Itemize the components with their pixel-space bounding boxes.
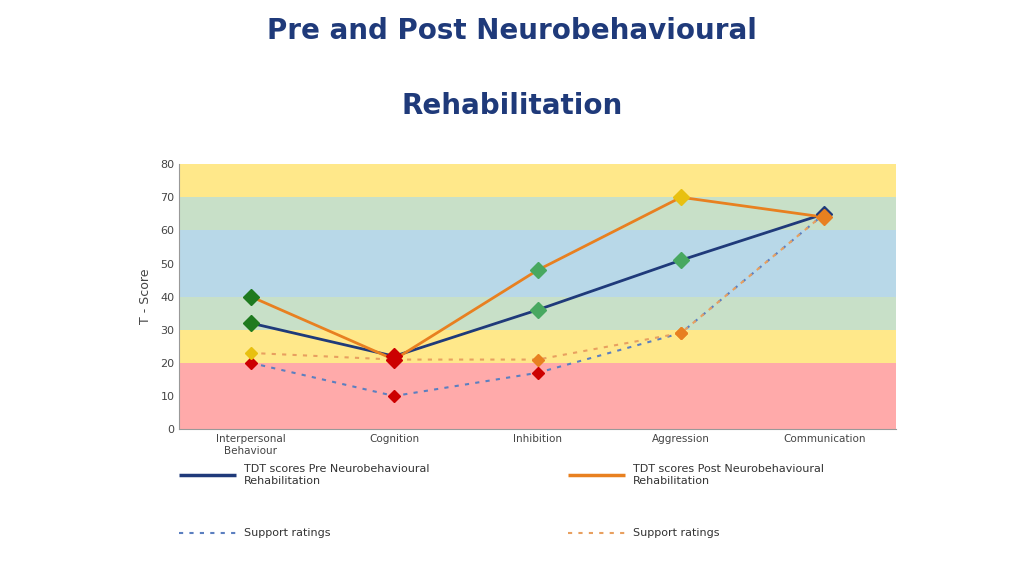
Bar	[179, 363, 896, 429]
Bar	[179, 164, 896, 197]
Text: SASNOS - Total Ratings and Primary Domains: SASNOS - Total Ratings and Primary Domai…	[379, 142, 696, 155]
Text: TDT scores Post Neurobehavioural
Rehabilitation: TDT scores Post Neurobehavioural Rehabil…	[633, 464, 824, 486]
Text: Support ratings: Support ratings	[244, 528, 330, 538]
Bar	[179, 230, 896, 297]
Y-axis label: T - Score: T - Score	[139, 269, 152, 324]
Text: TDT scores Pre Neurobehavioural
Rehabilitation: TDT scores Pre Neurobehavioural Rehabili…	[244, 464, 429, 486]
Bar	[179, 329, 896, 363]
Text: Pre and Post Neurobehavioural: Pre and Post Neurobehavioural	[267, 17, 757, 46]
Text: Support ratings: Support ratings	[633, 528, 719, 538]
Bar	[179, 297, 896, 329]
Text: Rehabilitation: Rehabilitation	[401, 92, 623, 120]
Bar	[179, 197, 896, 230]
